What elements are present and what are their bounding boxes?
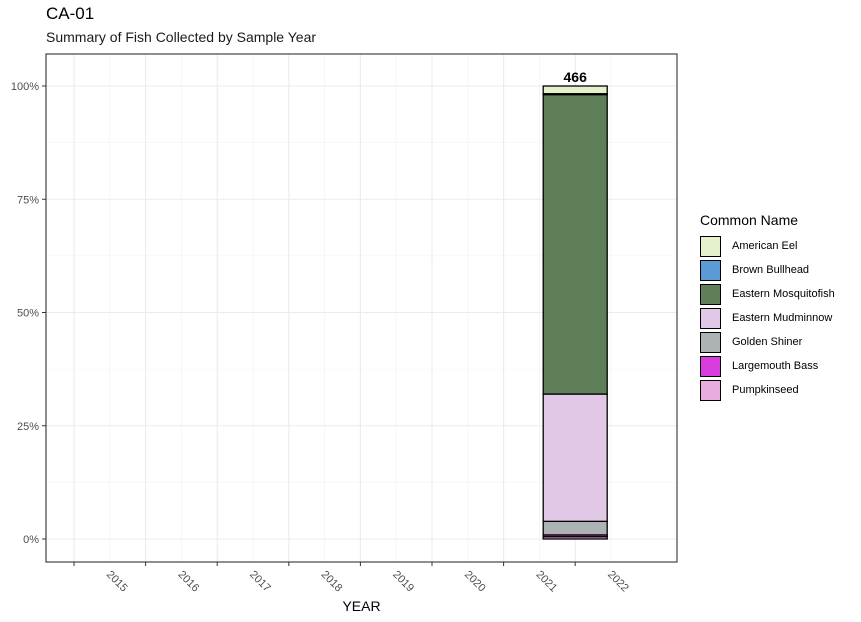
x-tick-label: 2019 bbox=[390, 569, 416, 595]
legend-label: Eastern Mosquitofish bbox=[732, 288, 835, 300]
legend-item: Eastern Mosquitofish bbox=[700, 282, 835, 306]
x-tick-label: 2017 bbox=[247, 569, 273, 595]
legend-label: Largemouth Bass bbox=[732, 360, 819, 372]
x-tick-label: 2015 bbox=[104, 569, 130, 595]
legend-swatch bbox=[700, 283, 721, 305]
legend: Common Name American Eel Brown Bullhead Ea… bbox=[700, 212, 835, 402]
legend-item: Largemouth Bass bbox=[700, 354, 835, 378]
bar-segment bbox=[542, 93, 608, 395]
y-tick-label: 0% bbox=[23, 534, 39, 546]
legend-swatch bbox=[700, 379, 721, 401]
x-tick-label: 2016 bbox=[175, 569, 201, 595]
legend-item: Eastern Mudminnow bbox=[700, 306, 835, 330]
legend-item: Golden Shiner bbox=[700, 330, 835, 354]
x-tick-label: 2022 bbox=[605, 569, 631, 595]
legend-swatch bbox=[700, 235, 721, 257]
legend-label: Golden Shiner bbox=[732, 336, 803, 348]
legend-label: American Eel bbox=[732, 240, 798, 252]
x-tick-label: 2021 bbox=[533, 569, 559, 595]
legend-item: Pumpkinseed bbox=[700, 378, 835, 402]
bar-segment bbox=[542, 85, 608, 95]
legend-label: Eastern Mudminnow bbox=[732, 312, 833, 324]
legend-label: Pumpkinseed bbox=[732, 384, 799, 396]
x-tick-label: 2020 bbox=[462, 569, 488, 595]
legend-items: American Eel Brown Bullhead Eastern Mosqui… bbox=[700, 234, 835, 402]
bar-segment bbox=[542, 520, 608, 536]
y-tick-label: 50% bbox=[17, 308, 39, 320]
plot-border bbox=[45, 53, 678, 563]
bar-segment bbox=[542, 393, 608, 522]
x-tick-label: 2018 bbox=[319, 569, 345, 595]
legend-title: Common Name bbox=[700, 212, 799, 228]
legend-label: Brown Bullhead bbox=[732, 264, 810, 276]
legend-item: American Eel bbox=[700, 234, 835, 258]
chart-title: CA-01 bbox=[46, 4, 95, 23]
legend-swatch bbox=[700, 331, 721, 353]
legend-swatch bbox=[700, 307, 721, 329]
bar-count-label: 466 bbox=[564, 69, 588, 85]
y-tick-label: 25% bbox=[17, 421, 39, 433]
legend-swatch bbox=[700, 259, 721, 281]
y-tick-label: 100% bbox=[11, 81, 39, 93]
y-tick-label: 75% bbox=[17, 194, 39, 206]
legend-swatch bbox=[700, 355, 721, 377]
x-axis-title: YEAR bbox=[342, 598, 380, 614]
legend-item: Brown Bullhead bbox=[700, 258, 835, 282]
chart-subtitle: Summary of Fish Collected by Sample Year bbox=[46, 29, 317, 45]
